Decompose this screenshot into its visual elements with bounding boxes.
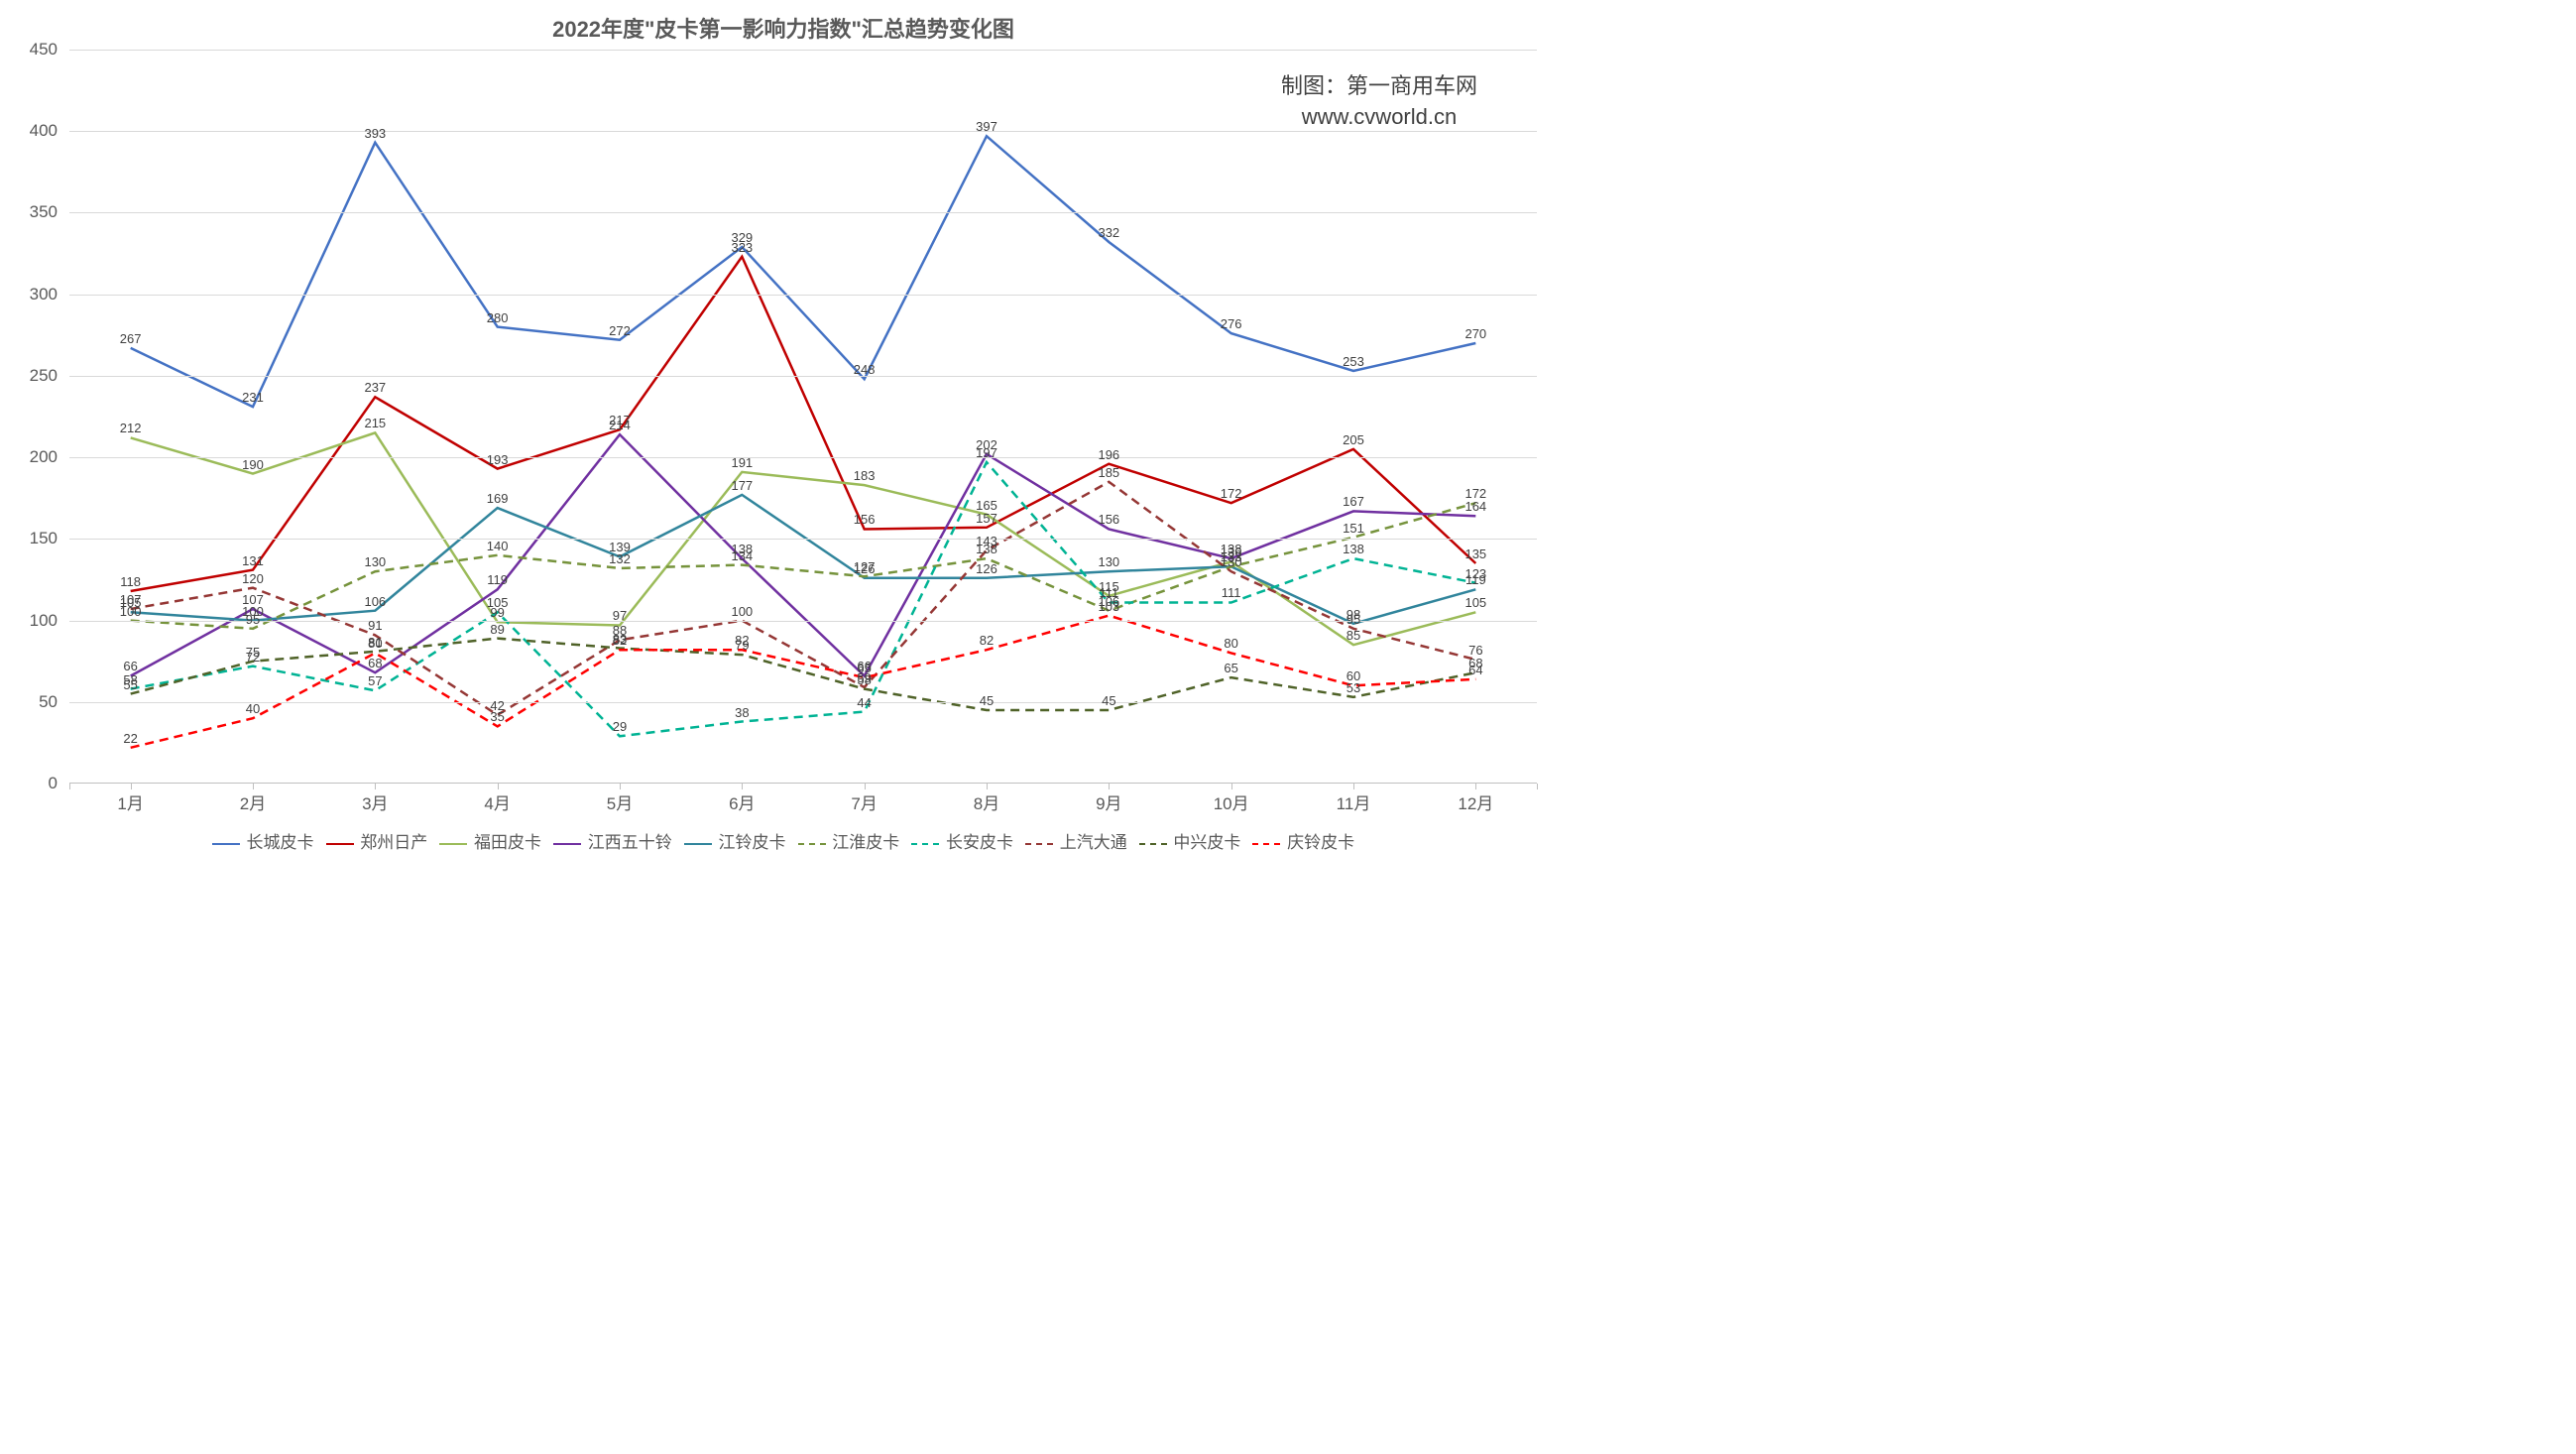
x-tick-label: 3月 bbox=[345, 789, 405, 814]
y-tick-label: 50 bbox=[8, 692, 58, 712]
legend-item: 郑州日产 bbox=[326, 828, 428, 853]
legend-swatch bbox=[911, 843, 939, 845]
legend-swatch bbox=[212, 843, 240, 845]
x-tick-label: 6月 bbox=[712, 789, 771, 814]
legend-label: 长安皮卡 bbox=[941, 833, 1013, 852]
series-line bbox=[131, 136, 1476, 407]
y-tick-label: 0 bbox=[8, 774, 58, 793]
x-tick-label: 10月 bbox=[1202, 789, 1261, 814]
legend-label: 上汽大通 bbox=[1055, 833, 1127, 852]
y-tick-label: 300 bbox=[8, 285, 58, 304]
legend-item: 福田皮卡 bbox=[439, 828, 541, 853]
legend-label: 江西五十铃 bbox=[583, 833, 672, 852]
y-tick-label: 250 bbox=[8, 366, 58, 386]
chart-title: 2022年度"皮卡第一影响力指数"汇总趋势变化图 bbox=[0, 0, 1567, 44]
y-tick-label: 450 bbox=[8, 40, 58, 60]
legend-label: 庆铃皮卡 bbox=[1282, 833, 1354, 852]
x-axis-baseline bbox=[69, 783, 1537, 784]
y-tick-label: 350 bbox=[8, 202, 58, 222]
legend-item: 江西五十铃 bbox=[553, 828, 672, 853]
x-tick bbox=[1537, 784, 1538, 789]
attribution-line1: 制图：第一商用车网 bbox=[1281, 71, 1477, 102]
chart-svg bbox=[69, 50, 1537, 784]
legend-item: 江铃皮卡 bbox=[684, 828, 786, 853]
legend-label: 中兴皮卡 bbox=[1169, 833, 1241, 852]
legend-item: 上汽大通 bbox=[1025, 828, 1127, 853]
legend-swatch bbox=[326, 843, 354, 845]
x-tick-label: 12月 bbox=[1446, 789, 1505, 814]
legend-swatch bbox=[1252, 843, 1280, 845]
legend-label: 长城皮卡 bbox=[242, 833, 314, 852]
y-tick-label: 200 bbox=[8, 447, 58, 467]
y-tick-label: 100 bbox=[8, 611, 58, 631]
legend-swatch bbox=[1139, 843, 1167, 845]
x-tick-label: 2月 bbox=[223, 789, 283, 814]
gridline bbox=[69, 457, 1537, 458]
gridline bbox=[69, 376, 1537, 377]
legend-label: 江淮皮卡 bbox=[828, 833, 900, 852]
plot-area: 0501001502002503003504004501月2月3月4月5月6月7… bbox=[69, 50, 1537, 784]
x-tick-label: 5月 bbox=[590, 789, 649, 814]
legend-label: 福田皮卡 bbox=[469, 833, 541, 852]
series-line bbox=[131, 482, 1476, 715]
legend-item: 长安皮卡 bbox=[911, 828, 1013, 853]
legend-swatch bbox=[1025, 843, 1053, 845]
legend-swatch bbox=[798, 843, 826, 845]
legend: 长城皮卡 郑州日产 福田皮卡 江西五十铃 江铃皮卡 江淮皮卡 长安皮卡 上汽大通… bbox=[0, 828, 1567, 853]
attribution-line2: www.cvworld.cn bbox=[1281, 102, 1477, 133]
legend-item: 中兴皮卡 bbox=[1139, 828, 1241, 853]
y-tick-label: 150 bbox=[8, 529, 58, 548]
legend-item: 长城皮卡 bbox=[212, 828, 314, 853]
legend-label: 郑州日产 bbox=[356, 833, 428, 852]
legend-item: 江淮皮卡 bbox=[798, 828, 900, 853]
legend-swatch bbox=[553, 843, 581, 845]
chart-container: 2022年度"皮卡第一影响力指数"汇总趋势变化图 050100150200250… bbox=[0, 0, 1567, 863]
gridline bbox=[69, 50, 1537, 51]
gridline bbox=[69, 621, 1537, 622]
series-line bbox=[131, 495, 1476, 624]
series-line bbox=[131, 503, 1476, 629]
series-line bbox=[131, 616, 1476, 748]
y-tick-label: 400 bbox=[8, 121, 58, 141]
x-tick-label: 1月 bbox=[101, 789, 161, 814]
x-tick-label: 9月 bbox=[1079, 789, 1138, 814]
x-tick-label: 8月 bbox=[957, 789, 1016, 814]
legend-swatch bbox=[684, 843, 712, 845]
x-tick bbox=[69, 784, 70, 789]
x-tick-label: 4月 bbox=[468, 789, 527, 814]
gridline bbox=[69, 212, 1537, 213]
series-line bbox=[131, 462, 1476, 736]
legend-label: 江铃皮卡 bbox=[714, 833, 786, 852]
attribution-box: 制图：第一商用车网 www.cvworld.cn bbox=[1281, 71, 1477, 133]
gridline bbox=[69, 702, 1537, 703]
x-tick-label: 7月 bbox=[835, 789, 894, 814]
gridline bbox=[69, 295, 1537, 296]
gridline bbox=[69, 539, 1537, 540]
x-tick-label: 11月 bbox=[1324, 789, 1383, 814]
legend-item: 庆铃皮卡 bbox=[1252, 828, 1354, 853]
legend-swatch bbox=[439, 843, 467, 845]
